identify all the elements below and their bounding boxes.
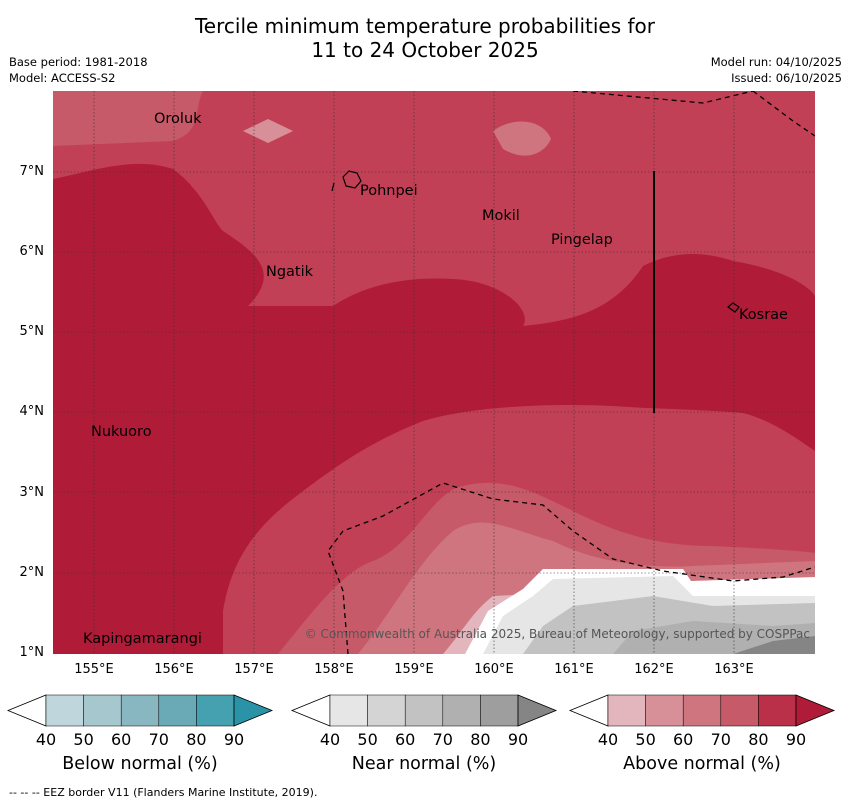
below-legend-tick-50: 50 [73,730,94,749]
kosrae-island [727,302,740,313]
pohnpei-reef [331,182,335,192]
place-ngatik: Ngatik [266,264,314,280]
gridlines [53,91,815,654]
lon-label-156E: 156°E [154,662,194,677]
lon-label-157E: 157°E [234,662,274,677]
near-legend-low-arrow [290,694,331,727]
below-legend-tick-90: 90 [223,730,245,749]
lat-label-6N: 6°N [19,244,45,259]
near-legend-swatch-60 [404,694,444,727]
lon-label-163E: 163°E [714,662,754,677]
above-legend-high-arrow [795,694,836,727]
near-legend-tick-80: 80 [470,730,491,749]
below-legend-swatch-70 [158,694,197,727]
place-pingelap: Pingelap [551,232,613,248]
below-legend-low-arrow [6,694,47,727]
above-legend-swatch-60 [682,694,722,727]
lat-label-4N: 4°N [19,404,45,419]
lon-label-155E: 155°E [74,662,114,677]
islands [331,170,740,313]
lon-label-159E: 159°E [394,662,434,677]
lon-label-162E: 162°E [634,662,674,677]
copyright-notice: © Commonwealth of Australia 2025, Bureau… [304,627,810,641]
model-run-date: Model run: 04/10/2025 [710,55,842,69]
title-line-1: Tercile minimum temperature probabilitie… [194,14,656,38]
near-legend-tick-90: 90 [507,730,529,749]
probability-map[interactable]: Oroluk Pohnpei Mokil Pingelap Ngatik Kos… [53,91,815,654]
above-legend-swatch-40 [607,694,646,727]
below-legend-swatch-50 [83,694,122,727]
base-period: Base period: 1981-2018 [9,55,148,69]
near-legend-tick-40: 40 [319,730,341,749]
below-legend-tick-80: 80 [186,730,207,749]
near-legend-swatch-70 [442,694,481,727]
near-legend-tick-60: 60 [395,730,416,749]
model-name: Model: ACCESS-S2 [9,71,116,85]
lat-label-5N: 5°N [19,324,45,339]
map-svg [53,91,815,654]
near-legend-tick-70: 70 [432,730,453,749]
above-80-field [53,163,815,654]
legend-above-bar [568,694,836,727]
lon-label-160E: 160°E [474,662,514,677]
lon-label-161E: 161°E [554,662,594,677]
near-legend-swatch-80 [480,694,519,727]
legend-near-title: Near normal (%) [351,754,497,774]
above-50-patch-north [243,119,293,143]
above-legend-tick-90: 90 [785,730,807,749]
above-legend-swatch-80 [758,694,797,727]
below-legend-swatch-40 [45,694,84,727]
above-legend-tick-80: 80 [748,730,769,749]
lon-label-158E: 158°E [314,662,354,677]
below-legend-tick-40: 40 [35,730,57,749]
above-legend-low-arrow [568,694,609,727]
below-legend-swatch-60 [120,694,160,727]
legend-above-title: Above normal (%) [623,754,781,774]
near-90-band [733,636,815,654]
legend-below-title: Below normal (%) [62,754,218,774]
place-kapingamarangi: Kapingamarangi [83,631,202,647]
issued-date: Issued: 06/10/2025 [731,71,842,85]
below-legend-high-arrow [233,694,274,727]
eez-footnote: -- -- -- EEZ border V11 (Flanders Marine… [9,786,318,799]
place-oroluk: Oroluk [154,111,202,127]
lat-label-7N: 7°N [19,164,45,179]
above-legend-swatch-50 [645,694,684,727]
place-nukuoro: Nukuoro [91,424,152,440]
lat-label-2N: 2°N [19,565,45,580]
place-kosrae: Kosrae [739,307,788,323]
below-legend-tick-60: 60 [111,730,132,749]
lat-label-1N: 1°N [19,645,45,660]
above-legend-swatch-70 [720,694,759,727]
above-60-patch-northwest [53,91,203,146]
lat-label-3N: 3°N [19,485,45,500]
pohnpei-island [342,170,362,189]
legend-bars [6,694,836,727]
title-line-2: 11 to 24 October 2025 [311,38,539,62]
near-legend-high-arrow [517,694,558,727]
above-legend-tick-50: 50 [635,730,656,749]
below-legend-swatch-80 [196,694,235,727]
above-legend-tick-40: 40 [597,730,619,749]
above-legend-tick-60: 60 [673,730,694,749]
place-mokil: Mokil [482,208,520,224]
above-60-patch-northeast [493,121,551,156]
above-legend-tick-70: 70 [710,730,731,749]
below-legend-tick-70: 70 [148,730,169,749]
place-pohnpei: Pohnpei [360,183,418,199]
near-legend-swatch-40 [329,694,368,727]
legend-near-bar [290,694,558,727]
eez-borders [327,91,815,654]
near-legend-swatch-50 [367,694,406,727]
legend-below-bar [6,694,274,727]
near-legend-tick-50: 50 [357,730,378,749]
